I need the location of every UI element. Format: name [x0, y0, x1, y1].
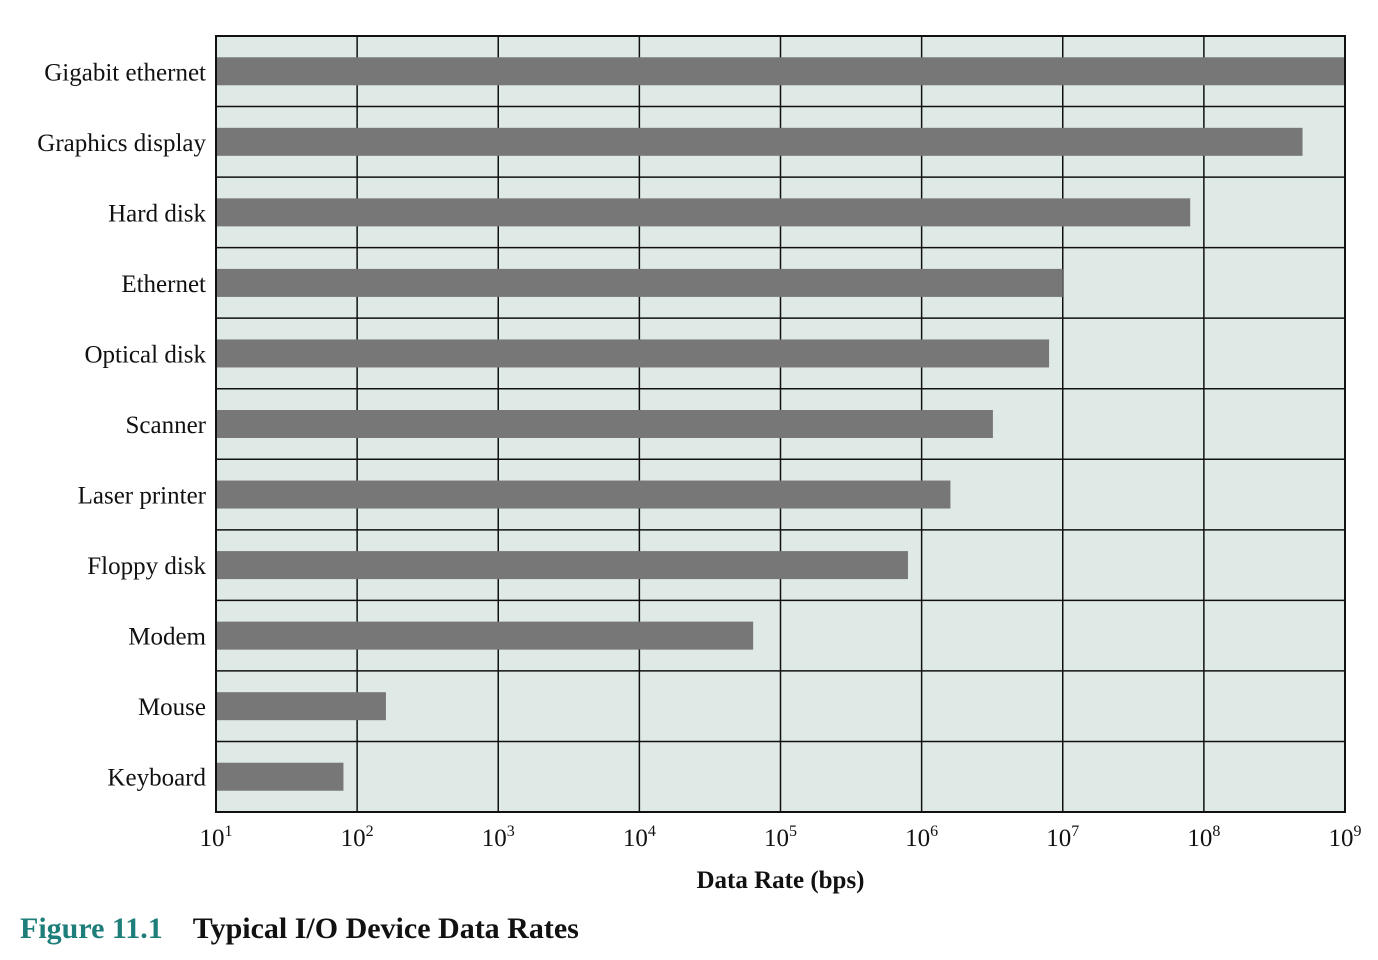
io-data-rate-chart: Gigabit ethernet Graphics display Hard dis… — [37, 35, 1362, 894]
category-label: Keyboard — [107, 765, 206, 792]
category-label: Gigabit ethernet — [44, 59, 206, 86]
figure-title: Typical I/O Device Data Rates — [192, 912, 579, 945]
bar — [216, 480, 951, 509]
category-labels: Gigabit ethernet Graphics display Hard dis… — [37, 59, 206, 791]
bars — [216, 57, 1345, 791]
bar — [216, 762, 344, 791]
bar — [216, 551, 908, 580]
bar — [216, 127, 1303, 156]
bar — [216, 692, 386, 721]
bar — [216, 268, 1063, 297]
x-tick-label: 102 — [341, 823, 374, 852]
x-tick-label: 108 — [1187, 823, 1220, 852]
category-label: Modem — [128, 624, 206, 651]
category-label: Laser printer — [78, 483, 207, 510]
x-axis-title: Data Rate (bps) — [696, 867, 864, 894]
x-tick-label: 106 — [905, 823, 938, 852]
category-label: Scanner — [125, 412, 206, 439]
category-label: Hard disk — [108, 200, 206, 227]
x-tick-label: 101 — [200, 823, 233, 852]
bar — [216, 410, 993, 438]
category-label: Graphics display — [37, 130, 206, 157]
x-tick-label: 105 — [764, 823, 797, 852]
category-label: Floppy disk — [87, 553, 206, 580]
category-label: Ethernet — [121, 271, 206, 298]
x-tick-label: 103 — [482, 823, 515, 852]
bar — [216, 57, 1345, 86]
figure-number: Figure 11.1 — [20, 912, 163, 945]
x-tick-label: 109 — [1329, 823, 1362, 852]
x-tick-labels: 101 102 103 104 105 106 107 108 109 — [200, 823, 1362, 852]
bar — [216, 621, 754, 650]
bar — [216, 198, 1191, 227]
x-tick-label: 107 — [1046, 823, 1079, 852]
category-label: Optical disk — [84, 341, 206, 368]
plot-frame — [215, 35, 1346, 813]
x-tick-label: 104 — [623, 823, 656, 852]
category-label: Mouse — [138, 694, 206, 721]
figure-caption: Figure 11.1 Typical I/O Device Data Rates — [20, 912, 579, 946]
bar — [216, 339, 1050, 368]
